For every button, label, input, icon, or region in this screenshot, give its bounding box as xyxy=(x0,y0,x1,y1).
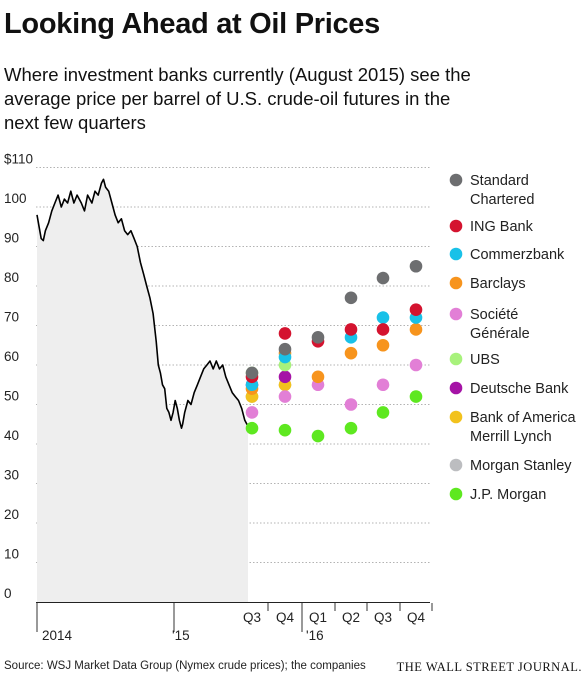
y-tick-label: 80 xyxy=(4,270,19,285)
legend-label: UBS xyxy=(470,352,500,368)
forecast-dot-j-p-morgan xyxy=(410,390,423,403)
x-tick-label: Q4 xyxy=(276,610,295,625)
legend-label: J.P. Morgan xyxy=(470,487,546,503)
x-tick-label: Q1 xyxy=(309,610,327,625)
forecast-dot-j-p-morgan xyxy=(312,430,325,443)
y-tick-label: 20 xyxy=(4,507,19,522)
x-axis: 2014 '15 Q3 Q4 Q1 Q2 Q3 Q4 '16 xyxy=(36,603,432,644)
legend-marker xyxy=(450,353,463,366)
y-tick-label: 0 xyxy=(4,586,12,601)
forecast-dot-standard-chartered xyxy=(246,367,259,380)
x-tick-label: '15 xyxy=(172,628,190,643)
y-tick-label: 90 xyxy=(4,231,19,246)
forecast-dot-barclays xyxy=(410,323,423,336)
x-tick-label: Q3 xyxy=(243,610,261,625)
forecast-dot-standard-chartered xyxy=(345,292,358,305)
legend-label: StandardChartered xyxy=(470,173,534,208)
y-axis-ticks: $1101009080706050403020100 xyxy=(4,152,33,602)
y-tick-label: 70 xyxy=(4,310,19,325)
x-tick-label: Q3 xyxy=(374,610,392,625)
forecast-dot-j-p-morgan xyxy=(246,422,259,435)
legend-marker xyxy=(450,382,463,395)
forecast-dot-standard-chartered xyxy=(312,331,325,344)
y-tick-label: 50 xyxy=(4,389,19,404)
y-tick-label: 100 xyxy=(4,191,27,206)
forecast-dot-barclays xyxy=(345,347,358,360)
forecast-dot-soci-t-g-n-rale xyxy=(410,359,423,372)
y-tick-label: 10 xyxy=(4,547,19,562)
forecast-dot-ing-bank xyxy=(279,327,292,340)
forecast-dot-commerzbank xyxy=(377,311,390,324)
forecast-dot-soci-t-g-n-rale xyxy=(279,390,292,403)
forecast-dot-barclays xyxy=(377,339,390,352)
forecast-dot-j-p-morgan xyxy=(279,424,292,437)
publisher-brand: THE WALL STREET JOURNAL. xyxy=(397,660,582,675)
legend-label: Bank of AmericaMerrill Lynch xyxy=(470,410,577,445)
legend-marker xyxy=(450,277,463,290)
forecast-dots xyxy=(246,260,423,442)
legend-label: Commerzbank xyxy=(470,247,565,263)
forecast-dot-ing-bank xyxy=(377,323,390,336)
history-fill xyxy=(37,179,248,602)
legend-marker xyxy=(450,248,463,261)
forecast-dot-soci-t-g-n-rale xyxy=(246,406,259,419)
legend-marker xyxy=(450,411,463,424)
legend-marker xyxy=(450,220,463,233)
y-tick-label: $110 xyxy=(4,152,33,167)
forecast-dot-j-p-morgan xyxy=(377,406,390,419)
x-tick-label: Q4 xyxy=(407,610,426,625)
forecast-dot-ing-bank xyxy=(345,323,358,336)
forecast-dot-barclays xyxy=(312,371,325,384)
source-note: Source: WSJ Market Data Group (Nymex cru… xyxy=(4,660,366,672)
forecast-dot-standard-chartered xyxy=(410,260,423,273)
legend-marker xyxy=(450,308,463,321)
y-tick-label: 60 xyxy=(4,349,19,364)
forecast-dot-deutsche-bank xyxy=(279,371,292,384)
forecast-dot-standard-chartered xyxy=(279,343,292,356)
y-tick-label: 40 xyxy=(4,428,19,443)
legend-label: Barclays xyxy=(470,276,526,292)
x-tick-sublabel: '16 xyxy=(306,628,324,643)
legend-marker xyxy=(450,174,463,187)
y-tick-label: 30 xyxy=(4,468,19,483)
legend-label: Morgan Stanley xyxy=(470,458,572,474)
forecast-dot-j-p-morgan xyxy=(345,422,358,435)
x-tick-label: 2014 xyxy=(42,628,73,643)
forecast-dot-standard-chartered xyxy=(377,272,390,285)
legend-label: SociétéGénérale xyxy=(470,307,530,342)
x-tick-label: Q2 xyxy=(342,610,360,625)
history-area xyxy=(37,179,248,602)
legend-marker xyxy=(450,488,463,501)
legend-marker xyxy=(450,459,463,472)
forecast-dot-ing-bank xyxy=(410,303,423,316)
forecast-dot-soci-t-g-n-rale xyxy=(345,398,358,411)
forecast-dot-soci-t-g-n-rale xyxy=(377,378,390,391)
legend-label: ING Bank xyxy=(470,219,534,235)
legend: StandardChartered ING Bank Commerzbank Barc… xyxy=(450,173,577,503)
legend-label: Deutsche Bank xyxy=(470,381,569,397)
